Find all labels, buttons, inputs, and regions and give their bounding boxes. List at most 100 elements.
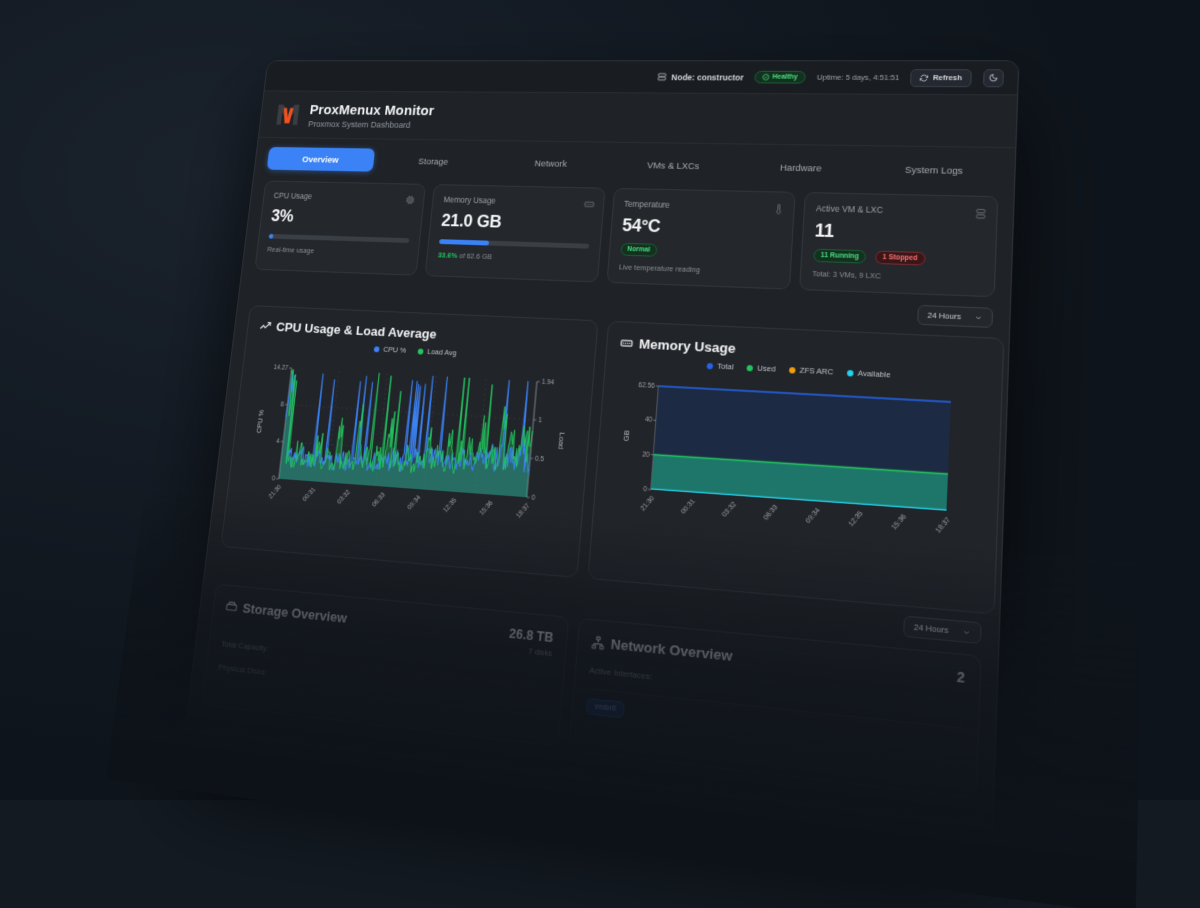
svg-text:00:31: 00:31	[680, 497, 697, 515]
vms-running-badge: 11 Running	[813, 249, 867, 264]
stat-card-cpu: CPU Usage 3% Real-time usage	[254, 180, 426, 275]
legend-item-used: Used	[747, 363, 776, 374]
trending-up-icon	[259, 320, 272, 333]
legend-item-load: Load Avg	[418, 347, 457, 358]
server-icon	[658, 73, 667, 82]
status-badge-healthy: Healthy	[754, 71, 806, 84]
legend-item-total: Total	[707, 361, 734, 372]
svg-text:09:34: 09:34	[805, 506, 823, 525]
svg-text:GB: GB	[621, 430, 631, 442]
memory-card-value: 21.0 GB	[440, 211, 591, 235]
storage-row-physical-disks: Physical Disks:	[218, 662, 548, 707]
tab-vms-lxcs[interactable]: VMs & LXCs	[613, 152, 734, 178]
tab-overview[interactable]: Overview	[267, 147, 375, 172]
temperature-card-footnote: Live temperature reading	[619, 262, 779, 277]
node-label: Node: constructor	[671, 72, 744, 82]
storage-disk-count: 7 disks	[507, 644, 552, 658]
server-stack-icon	[974, 206, 987, 225]
tab-network[interactable]: Network	[493, 150, 609, 176]
network-head: Network Overview 2	[591, 634, 965, 687]
stat-card-temperature: Temperature 54°C Normal Live temperature…	[606, 188, 795, 290]
panel-storage-overview: Storage Overview 26.8 TB 7 disks Total C…	[201, 584, 569, 747]
legend-dot-used	[747, 364, 754, 371]
svg-text:15:36: 15:36	[891, 513, 909, 532]
network-interface-chip[interactable]: vmbr0	[586, 698, 625, 719]
network-interface-count: 2	[957, 669, 966, 686]
network-title-row: Network Overview	[591, 634, 733, 664]
proxmenux-logo	[273, 101, 302, 128]
svg-text:Load: Load	[556, 432, 566, 449]
tab-hardware[interactable]: Hardware	[738, 154, 864, 181]
legend-label-zfsarc: ZFS ARC	[799, 365, 833, 376]
uptime-label: Uptime: 5 days, 4:51:51	[817, 73, 900, 82]
svg-text:1: 1	[538, 417, 543, 424]
legend-label-total: Total	[717, 361, 734, 371]
proxmenux-dashboard: Node: constructor Healthy Uptime: 5 days…	[182, 60, 1019, 848]
svg-text:03:32: 03:32	[336, 489, 352, 506]
svg-text:18:37: 18:37	[934, 516, 952, 535]
legend-item-cpu: CPU %	[374, 344, 407, 354]
legend-label-used: Used	[757, 363, 776, 373]
temperature-status-badge: Normal	[620, 243, 658, 257]
svg-text:12:35: 12:35	[442, 497, 458, 515]
svg-text:40: 40	[645, 417, 653, 425]
refresh-button[interactable]: Refresh	[910, 69, 971, 87]
tab-storage[interactable]: Storage	[378, 149, 490, 174]
svg-text:21:30: 21:30	[639, 495, 656, 513]
hard-drive-icon	[225, 600, 238, 614]
legend-item-zfsarc: ZFS ARC	[789, 365, 834, 377]
cpu-chip-icon	[404, 193, 416, 210]
svg-text:06:33: 06:33	[762, 503, 779, 522]
network-title: Network Overview	[610, 636, 733, 664]
cpu-card-footnote: Real-time usage	[267, 245, 409, 258]
time-range-value-mid: 24 Hours	[914, 622, 949, 635]
memory-of-total: of 62.6 GB	[459, 251, 493, 261]
memory-percent: 33.6%	[438, 251, 458, 260]
node-indicator: Node: constructor	[658, 72, 744, 82]
moon-icon	[988, 73, 998, 82]
memory-card-label: Memory Usage	[443, 195, 593, 208]
top-status-bar: Node: constructor Healthy Uptime: 5 days…	[264, 61, 1018, 95]
panel-cpu-chart: CPU Usage & Load Average CPU % Load Avg …	[220, 305, 598, 578]
legend-dot-available	[847, 369, 854, 376]
tab-system-logs[interactable]: System Logs	[869, 156, 1000, 184]
chevron-down-icon	[962, 627, 971, 637]
svg-text:12:35: 12:35	[847, 510, 865, 529]
memory-card-footnote: 33.6% of 62.6 GB	[438, 251, 588, 265]
panel-network-overview: Network Overview 2 Active Interfaces: vm…	[568, 618, 981, 799]
svg-text:4: 4	[276, 438, 280, 445]
vms-stopped-badge: 1 Stopped	[875, 251, 926, 266]
chevron-down-icon	[974, 313, 983, 322]
network-divider	[588, 688, 963, 729]
refresh-icon	[920, 74, 929, 82]
theme-toggle-button[interactable]	[983, 69, 1004, 87]
legend-dot-load	[418, 348, 424, 354]
cpu-card-value: 3%	[270, 206, 412, 229]
vms-card-value: 11	[814, 220, 984, 246]
storage-total-value: 26.8 TB	[509, 626, 554, 645]
svg-text:8: 8	[280, 401, 284, 408]
memory-stick-icon	[583, 197, 595, 215]
svg-text:15:36: 15:36	[479, 499, 495, 517]
cpu-progress-bar	[269, 234, 410, 243]
time-range-select-top[interactable]: 24 Hours	[917, 305, 993, 328]
svg-text:0: 0	[643, 486, 648, 494]
svg-text:06:33: 06:33	[371, 491, 387, 508]
legend-dot-zfsarc	[789, 367, 796, 374]
memory-stick-icon	[620, 336, 634, 350]
storage-summary: 26.8 TB 7 disks	[507, 626, 554, 658]
vms-card-label: Active VM & LXC	[816, 203, 985, 217]
thermometer-icon	[772, 201, 784, 219]
check-circle-icon	[762, 74, 769, 81]
storage-title-row: Storage Overview	[225, 599, 348, 626]
legend-label-cpu: CPU %	[383, 345, 407, 355]
svg-text:1.94: 1.94	[541, 379, 554, 387]
dashboard-wrapper: Node: constructor Healthy Uptime: 5 days…	[182, 60, 1019, 848]
page-title: ProxMenux Monitor	[309, 102, 435, 119]
health-label: Healthy	[772, 74, 798, 81]
time-range-value-top: 24 Hours	[927, 311, 961, 322]
svg-text:62.56: 62.56	[638, 382, 655, 390]
svg-text:18:37: 18:37	[515, 502, 531, 520]
